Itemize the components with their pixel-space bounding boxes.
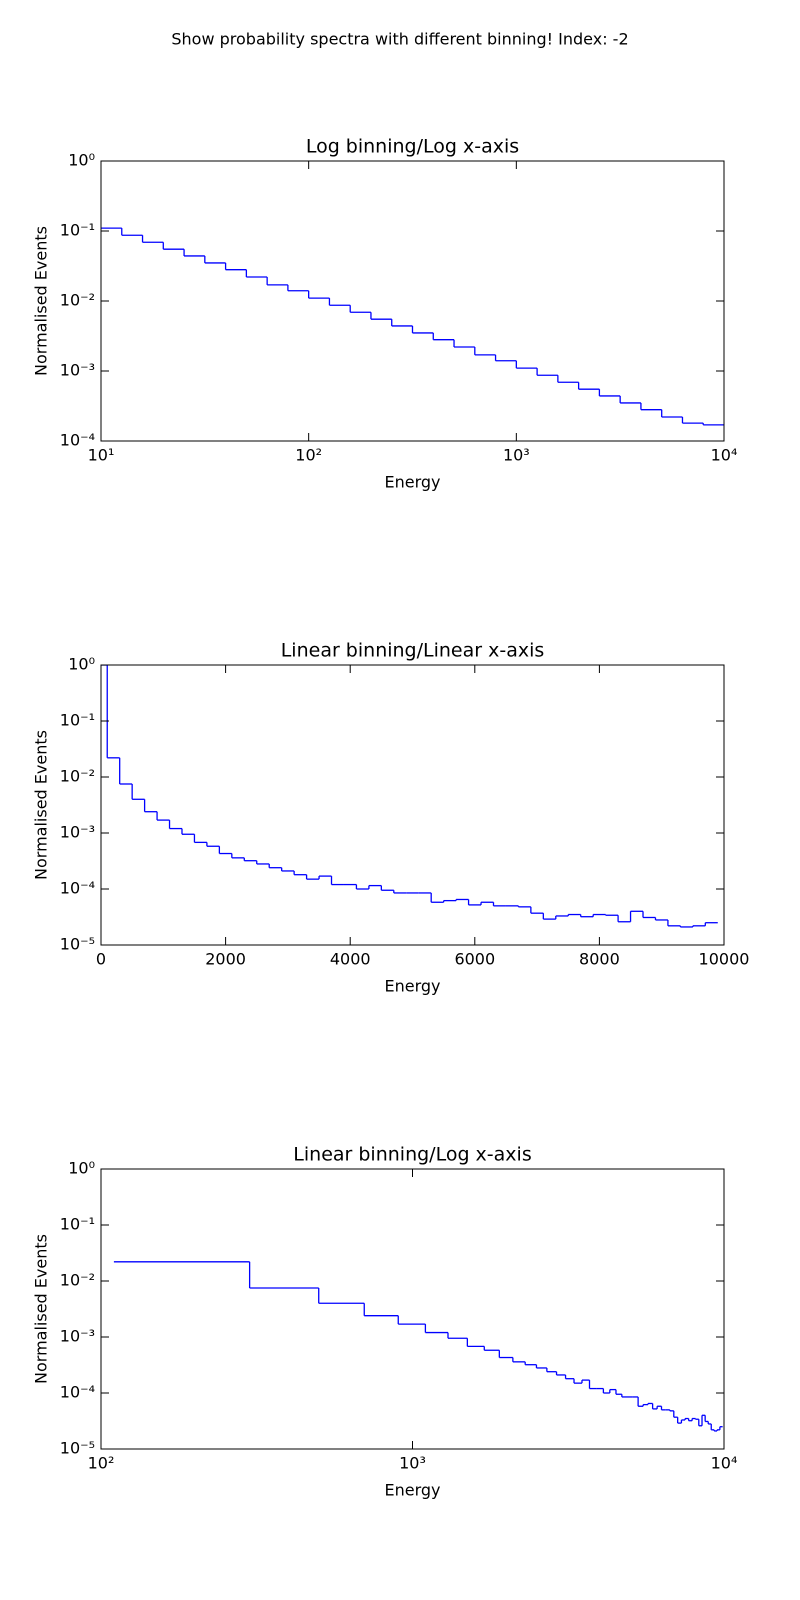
x-tick-label: 8000 [579, 950, 620, 969]
y-tick-label: 10⁻¹ [60, 711, 95, 730]
figure-title: Show probability spectra with different … [171, 30, 628, 49]
y-tick-label: 10⁻¹ [60, 1215, 95, 1234]
x-tick-label: 4000 [330, 950, 371, 969]
x-axis-label: Energy [384, 473, 440, 492]
axes-frame [100, 160, 725, 442]
x-tick-label: 10² [295, 446, 322, 465]
y-tick-label: 10⁰ [68, 655, 95, 674]
x-tick-label: 10¹ [88, 446, 115, 465]
y-tick-label: 10⁻⁴ [60, 879, 95, 898]
y-tick-label: 10⁻³ [60, 823, 95, 842]
y-tick-label: 10⁻⁵ [60, 935, 95, 954]
y-tick-label: 10⁻⁴ [60, 1383, 95, 1402]
y-tick-label: 10⁰ [68, 1159, 95, 1178]
y-tick-label: 10⁻³ [60, 361, 95, 380]
axes-frame [100, 1168, 725, 1450]
x-tick-label: 10000 [699, 950, 750, 969]
y-axis-label: Normalised Events [32, 1234, 51, 1384]
y-tick-label: 10⁻² [60, 291, 95, 310]
y-tick-label: 10⁻¹ [60, 221, 95, 240]
y-tick-label: 10⁻² [60, 1271, 95, 1290]
x-axis-label: Energy [384, 977, 440, 996]
x-tick-label: 10³ [503, 446, 530, 465]
y-tick-label: 10⁻⁵ [60, 1439, 95, 1458]
plot-area [113, 1261, 723, 1432]
x-tick-label: 10³ [399, 1454, 426, 1473]
x-tick-label: 2000 [205, 950, 246, 969]
y-tick-label: 10⁰ [68, 151, 95, 170]
y-tick-label: 10⁻³ [60, 1327, 95, 1346]
x-tick-label: 10⁴ [711, 446, 738, 465]
x-tick-label: 10² [88, 1454, 115, 1473]
x-tick-label: 0 [96, 950, 106, 969]
x-tick-label: 6000 [454, 950, 495, 969]
y-axis-label: Normalised Events [32, 730, 51, 880]
x-tick-label: 10⁴ [711, 1454, 738, 1473]
y-axis-label: Normalised Events [32, 226, 51, 376]
axes-title: Linear binning/Linear x-axis [281, 640, 545, 662]
axes-title: Linear binning/Log x-axis [293, 1144, 531, 1166]
y-tick-label: 10⁻² [60, 767, 95, 786]
x-axis-label: Energy [384, 1481, 440, 1500]
plot-area [101, 227, 724, 426]
plot-area [101, 665, 718, 928]
axes-frame [100, 664, 725, 946]
axes-title: Log binning/Log x-axis [306, 136, 519, 158]
y-tick-label: 10⁻⁴ [60, 431, 95, 450]
